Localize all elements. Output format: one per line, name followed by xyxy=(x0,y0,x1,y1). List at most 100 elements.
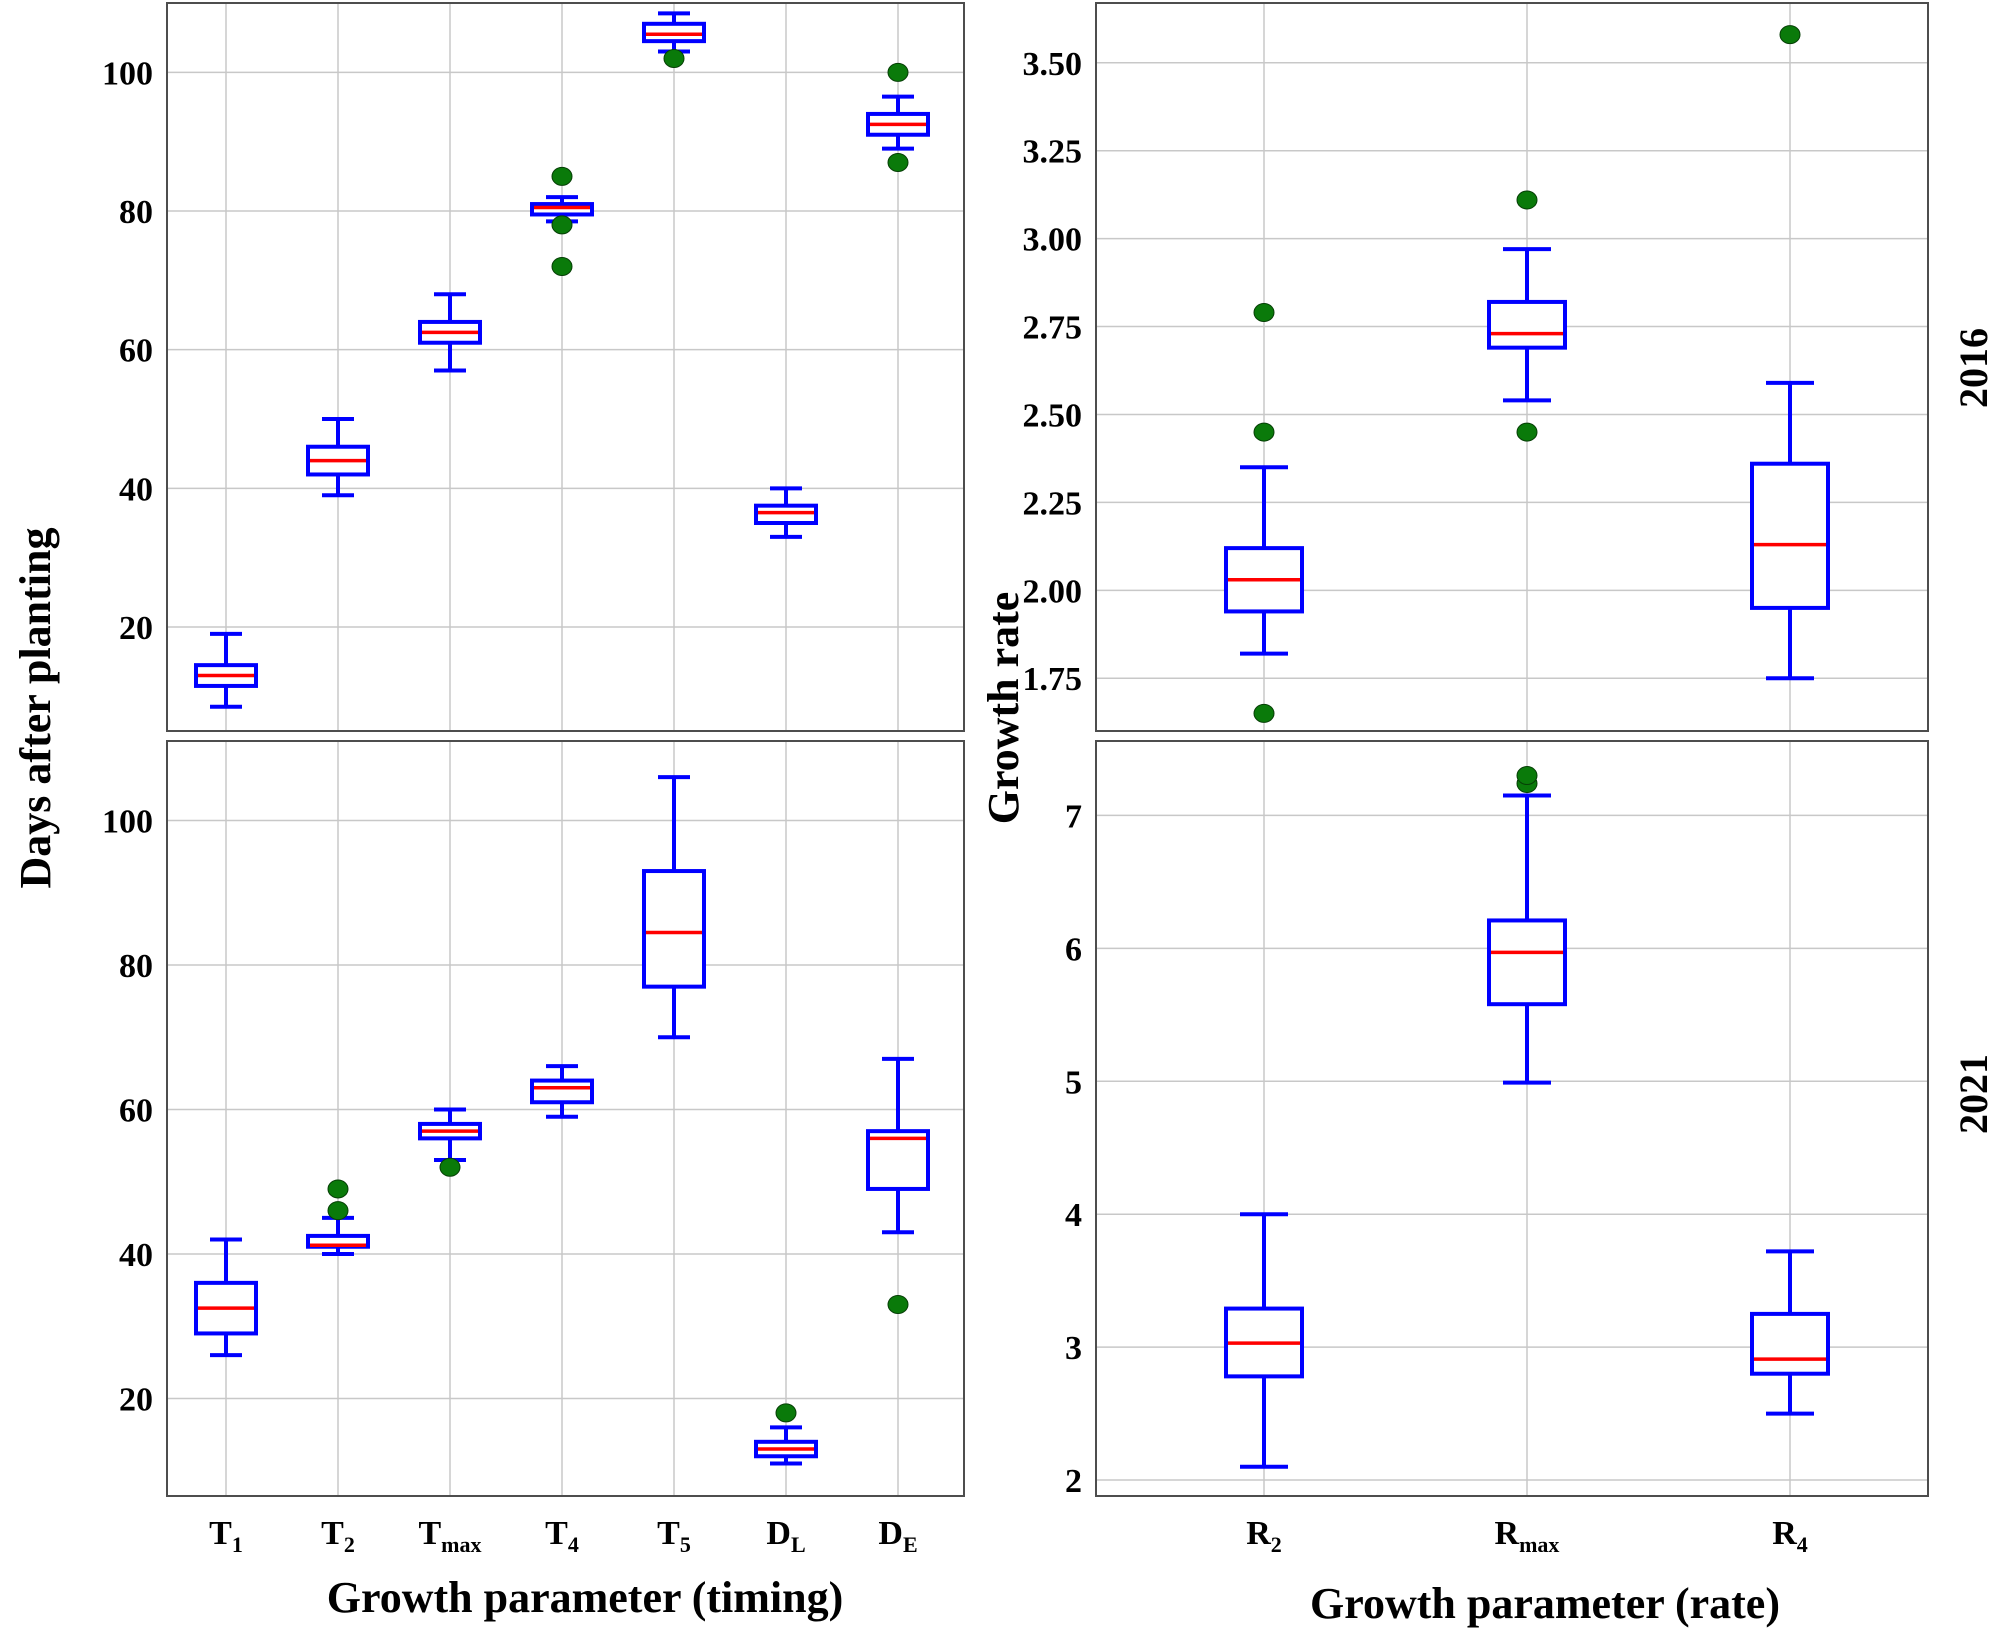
y-tick-label: 3.25 xyxy=(1023,134,1083,171)
outlier-point xyxy=(1516,190,1538,210)
y-tick-label: 40 xyxy=(119,471,153,508)
y-tick-label: 1.75 xyxy=(1023,661,1083,698)
x-axis-label-right: Growth parameter (rate) xyxy=(1310,1579,1780,1628)
outlier-point xyxy=(1516,766,1538,786)
x-tick-label: T1 xyxy=(209,1515,243,1557)
plot-frame xyxy=(166,2,965,732)
x-tick-label-sub: 2 xyxy=(344,1532,355,1557)
box-timing-2021-0 xyxy=(194,1237,258,1358)
x-tick-label-sub: 5 xyxy=(680,1532,691,1557)
x-tick-label-sub: E xyxy=(903,1532,918,1557)
y-tick-label: 80 xyxy=(119,194,153,231)
box-timing-2016-4 xyxy=(642,11,706,68)
x-tick-label-main: D xyxy=(766,1515,791,1552)
y-tick-label: 3.50 xyxy=(1023,46,1083,83)
outlier-point xyxy=(1516,422,1538,442)
box-rate-2021-1 xyxy=(1487,766,1567,1085)
x-tick-label: R2 xyxy=(1246,1515,1282,1557)
x-tick-label: DL xyxy=(766,1515,805,1557)
box-timing-2021-4 xyxy=(642,775,706,1040)
x-tick-label: Rmax xyxy=(1495,1515,1560,1557)
year-label-2021: 2021 xyxy=(1951,1054,1996,1134)
outlier-point xyxy=(439,1157,461,1177)
x-tick-label-main: T xyxy=(418,1515,441,1552)
box-rate-2016-1 xyxy=(1487,190,1567,442)
box-timing-2016-6 xyxy=(866,62,930,172)
plot-frame xyxy=(166,740,965,1497)
box-timing-2021-6 xyxy=(866,1056,930,1315)
box-timing-2016-3 xyxy=(530,166,594,276)
outlier-point xyxy=(1779,25,1801,45)
box-timing-2016-2 xyxy=(418,292,482,373)
box-rate-2016-2 xyxy=(1750,25,1830,681)
y-tick-label: 80 xyxy=(119,948,153,985)
box-rate-2016-0 xyxy=(1224,302,1304,723)
x-tick-label-sub: 4 xyxy=(568,1532,579,1557)
x-tick-label-main: T xyxy=(209,1515,232,1552)
x-tick-label: DE xyxy=(878,1515,917,1557)
box-iqr xyxy=(866,1129,930,1191)
y-tick-label: 2 xyxy=(1065,1463,1082,1500)
outlier-point xyxy=(775,1403,797,1423)
x-tick-label: T2 xyxy=(321,1515,355,1557)
outlier-point xyxy=(327,1201,349,1221)
box-timing-2021-3 xyxy=(530,1064,594,1119)
year-label-2016: 2016 xyxy=(1951,328,1996,408)
box-timing-2021-2 xyxy=(418,1107,482,1177)
y-tick-label: 7 xyxy=(1065,798,1082,835)
outlier-point xyxy=(327,1179,349,1199)
outlier-point xyxy=(887,1295,909,1315)
x-tick-label-main: D xyxy=(878,1515,903,1552)
panel-timing-2016: 20 40 60 80 100 xyxy=(102,2,965,732)
outlier-point xyxy=(551,256,573,276)
y-tick-label: 2.00 xyxy=(1023,573,1083,610)
box-rate-2021-2 xyxy=(1750,1249,1830,1416)
x-tick-label-sub: max xyxy=(1519,1532,1559,1557)
plot-frame xyxy=(1095,740,1929,1497)
x-tick-label-main: T xyxy=(545,1515,568,1552)
outlier-point xyxy=(1253,703,1275,723)
y-tick-label: 40 xyxy=(119,1237,153,1274)
box-iqr xyxy=(530,1078,594,1105)
x-tick-label-sub: 2 xyxy=(1271,1532,1282,1557)
x-tick-label: T5 xyxy=(657,1515,691,1557)
box-iqr xyxy=(642,869,706,989)
box-timing-2016-5 xyxy=(754,486,818,539)
x-axis-label-left: Growth parameter (timing) xyxy=(327,1573,843,1622)
y-axis-label-right: Growth rate xyxy=(979,592,1028,825)
x-tick-label-main: R xyxy=(1495,1515,1520,1552)
outlier-point xyxy=(887,62,909,82)
x-tick-label-sub: 4 xyxy=(1797,1532,1808,1557)
outlier-point xyxy=(663,48,685,68)
outlier-point xyxy=(1253,302,1275,322)
box-iqr xyxy=(1750,1311,1830,1376)
y-tick-label: 100 xyxy=(102,803,153,840)
x-tick-label-main: R xyxy=(1772,1515,1797,1552)
x-tick-label-sub: 1 xyxy=(232,1532,243,1557)
panel-rate-2016: 1.75 2.00 2.25 2.50 2.75 3.00 3.25 3.50 xyxy=(1023,2,1929,732)
x-tick-label: T4 xyxy=(545,1515,579,1557)
y-tick-label: 20 xyxy=(119,1381,153,1418)
y-tick-label: 2.50 xyxy=(1023,397,1083,434)
box-iqr xyxy=(1487,299,1567,350)
y-tick-label: 60 xyxy=(119,1092,153,1129)
x-tick-label-main: T xyxy=(657,1515,680,1552)
box-timing-2016-0 xyxy=(194,631,258,709)
outlier-point xyxy=(551,166,573,186)
y-tick-label: 100 xyxy=(102,55,153,92)
plot-frame xyxy=(1095,2,1929,732)
y-tick-label: 5 xyxy=(1065,1064,1082,1101)
outlier-point xyxy=(551,215,573,235)
x-tick-label-sub: L xyxy=(791,1532,806,1557)
box-iqr xyxy=(1487,918,1567,1007)
x-tick-label: R4 xyxy=(1772,1515,1808,1557)
y-tick-label: 3.00 xyxy=(1023,222,1083,259)
y-tick-label: 2.25 xyxy=(1023,485,1083,522)
x-tick-label-sub: max xyxy=(441,1532,481,1557)
y-tick-label: 4 xyxy=(1065,1197,1082,1234)
x-tick-label-main: R xyxy=(1246,1515,1271,1552)
